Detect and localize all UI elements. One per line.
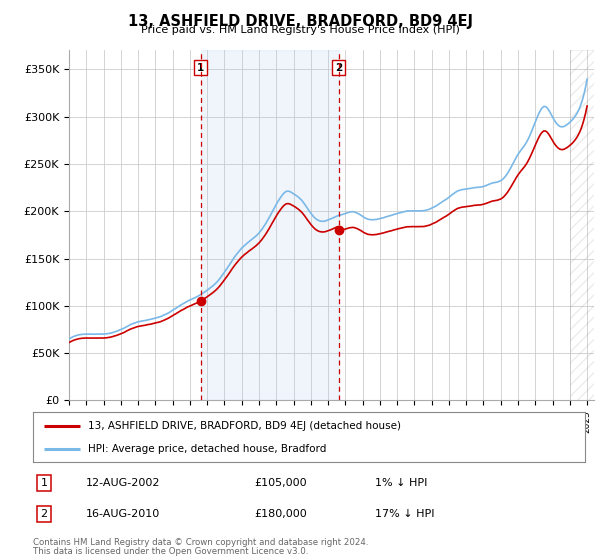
Text: 13, ASHFIELD DRIVE, BRADFORD, BD9 4EJ (detached house): 13, ASHFIELD DRIVE, BRADFORD, BD9 4EJ (d…	[88, 421, 401, 431]
Text: 2: 2	[40, 509, 47, 519]
Text: Contains HM Land Registry data © Crown copyright and database right 2024.: Contains HM Land Registry data © Crown c…	[33, 538, 368, 547]
Text: 17% ↓ HPI: 17% ↓ HPI	[375, 509, 435, 519]
Text: 1: 1	[197, 63, 204, 73]
Text: 12-AUG-2002: 12-AUG-2002	[85, 478, 160, 488]
Text: 16-AUG-2010: 16-AUG-2010	[85, 509, 160, 519]
Text: Price paid vs. HM Land Registry's House Price Index (HPI): Price paid vs. HM Land Registry's House …	[140, 25, 460, 35]
Text: 1% ↓ HPI: 1% ↓ HPI	[375, 478, 428, 488]
Text: £105,000: £105,000	[254, 478, 307, 488]
Bar	[200, 50, 339, 400]
Text: 2: 2	[335, 63, 343, 73]
Text: £180,000: £180,000	[254, 509, 307, 519]
Bar	[570, 50, 596, 400]
Text: HPI: Average price, detached house, Bradford: HPI: Average price, detached house, Brad…	[88, 445, 326, 454]
Text: This data is licensed under the Open Government Licence v3.0.: This data is licensed under the Open Gov…	[33, 547, 308, 556]
Text: 13, ASHFIELD DRIVE, BRADFORD, BD9 4EJ: 13, ASHFIELD DRIVE, BRADFORD, BD9 4EJ	[128, 14, 473, 29]
Text: 1: 1	[41, 478, 47, 488]
